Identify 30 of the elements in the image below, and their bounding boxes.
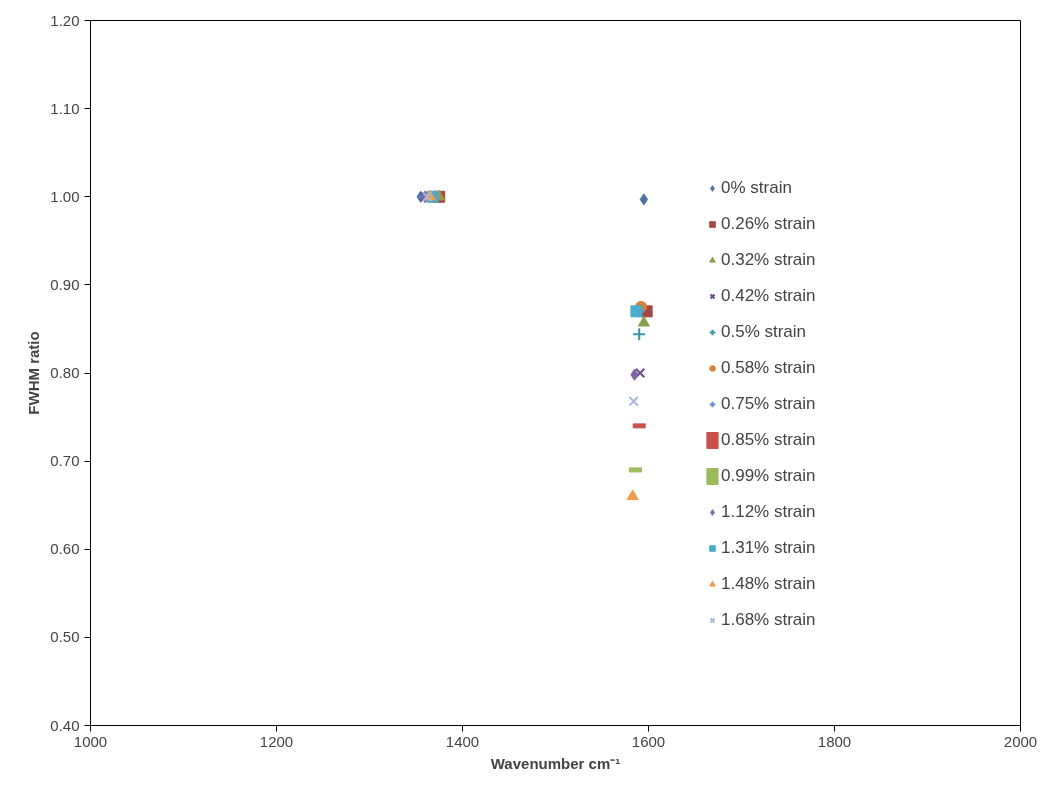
x-axis-title: Wavenumber cm⁻¹ — [490, 754, 621, 772]
y-tick-label: 1.20 — [50, 11, 80, 29]
legend-label: 1.31% strain — [721, 538, 816, 558]
y-tick-label: 0.60 — [50, 540, 80, 558]
y-tick-label: 0.50 — [50, 628, 80, 646]
legend-label: 0.5% strain — [721, 322, 807, 342]
legend-label: 0.58% strain — [721, 358, 816, 378]
x-tick-label: 1200 — [259, 732, 294, 750]
x-tick-label: 2000 — [1003, 732, 1038, 750]
y-tick-label: 0.40 — [50, 716, 80, 734]
legend-label: 0.85% strain — [721, 430, 816, 450]
x-tick-label: 1000 — [73, 732, 108, 750]
y-tick-label: 1.10 — [50, 99, 80, 117]
legend-label: 1.48% strain — [721, 574, 816, 594]
legend-label: 0.75% strain — [721, 394, 816, 414]
x-tick-label: 1600 — [631, 732, 666, 750]
y-tick-label: 0.70 — [50, 452, 80, 470]
y-axis-title: FWHM ratio — [25, 331, 43, 415]
legend-label: 0.99% strain — [721, 466, 816, 486]
x-tick-label: 1800 — [817, 732, 852, 750]
y-tick-label: 0.90 — [50, 275, 80, 293]
legend-label: 0.32% strain — [721, 250, 816, 270]
legend-label: 1.68% strain — [721, 610, 816, 630]
y-tick-label: 0.80 — [50, 364, 80, 381]
y-tick-label: 1.00 — [50, 187, 80, 205]
legend-label: 0.42% strain — [721, 286, 816, 306]
legend-label: 1.12% strain — [721, 502, 816, 522]
legend-label: 0.26% strain — [721, 214, 816, 234]
x-tick-label: 1400 — [445, 732, 480, 750]
legend-label: 0% strain — [721, 178, 792, 198]
